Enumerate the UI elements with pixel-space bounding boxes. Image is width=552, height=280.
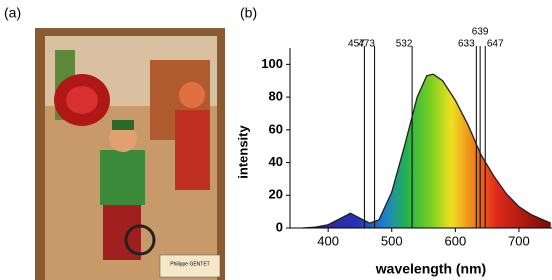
y-tick-label: 40: [269, 154, 283, 169]
x-tick-label: 600: [444, 233, 466, 248]
spectrum-area: [303, 74, 551, 228]
y-tick-label: 60: [269, 121, 283, 136]
laser-label: 639: [472, 27, 489, 38]
x-tick-label: 400: [317, 233, 339, 248]
laser-label: 473: [358, 39, 375, 50]
y-tick-label: 20: [269, 187, 283, 202]
laser-label: 532: [396, 39, 413, 50]
laser-label: 633: [458, 39, 475, 50]
laser-label: 647: [487, 39, 504, 50]
x-tick-label: 700: [508, 233, 530, 248]
y-axis-label: intensity: [235, 125, 250, 179]
x-axis-label: wavelength (nm): [375, 261, 486, 277]
photo-caption: Philippe GENTET: [170, 261, 209, 267]
panel-label: (a): [4, 5, 21, 21]
y-tick-label: 100: [261, 56, 283, 71]
photo: Philippe GENTET: [35, 28, 225, 280]
y-tick-label: 0: [276, 219, 283, 234]
panel-label: (b): [240, 5, 257, 21]
y-tick-label: 80: [269, 89, 283, 104]
figure: (a) (b) Philippe GENTET 0 20 40 60 80 100 400 5…: [0, 0, 552, 280]
x-tick-label: 500: [381, 233, 403, 248]
